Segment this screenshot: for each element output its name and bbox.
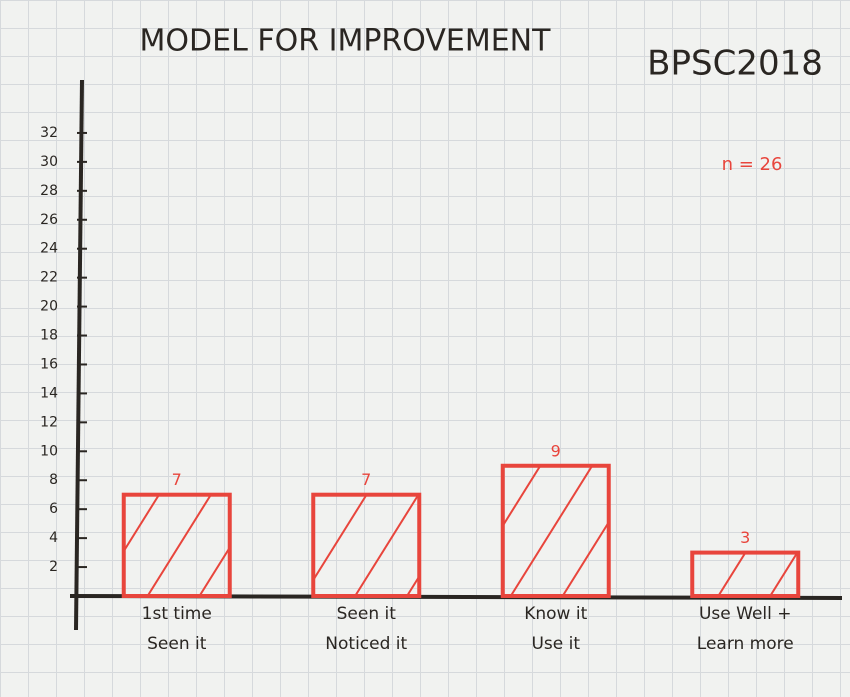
y-tick-label: 24 [40,241,58,257]
y-tick-label: 28 [40,183,58,199]
annotation: BPSC2018 [647,44,823,84]
y-tick-label: 26 [40,212,58,228]
value-label: 3 [740,528,750,547]
value-label: 9 [551,441,561,460]
x-tick-label: Learn more [697,634,794,654]
y-tick-label: 14 [40,385,58,401]
y-tick-label: 12 [40,414,58,430]
bar [690,550,801,599]
y-tick-label: 10 [40,443,58,459]
y-tick-label: 2 [49,559,58,575]
y-tick-label: 32 [40,125,58,141]
value-label: 7 [172,470,182,489]
x-tick-label: Seen it [147,634,207,654]
y-tick-label: 30 [40,154,58,170]
y-tick-label: 4 [49,530,58,546]
x-tick-label: 1st time [142,604,212,624]
y-tick-label: 16 [40,356,58,372]
y-tick-label: 22 [40,270,58,286]
x-tick-label: Seen it [337,604,397,624]
x-tick-label: Noticed it [325,634,407,654]
value-label: 7 [361,470,371,489]
bar [500,463,611,598]
bar [121,492,232,598]
x-tick-label: Use Well + [699,604,792,624]
x-tick-label: Use it [531,634,580,654]
y-tick-label: 18 [40,328,58,344]
bar [311,492,422,598]
x-tick-label: Know it [524,604,587,624]
y-tick-label: 6 [49,501,58,517]
y-tick-label: 20 [40,299,58,315]
annotation: n = 26 [722,154,783,175]
chart-title: MODEL FOR IMPROVEMENT [140,24,552,59]
y-tick-label: 8 [49,472,58,488]
